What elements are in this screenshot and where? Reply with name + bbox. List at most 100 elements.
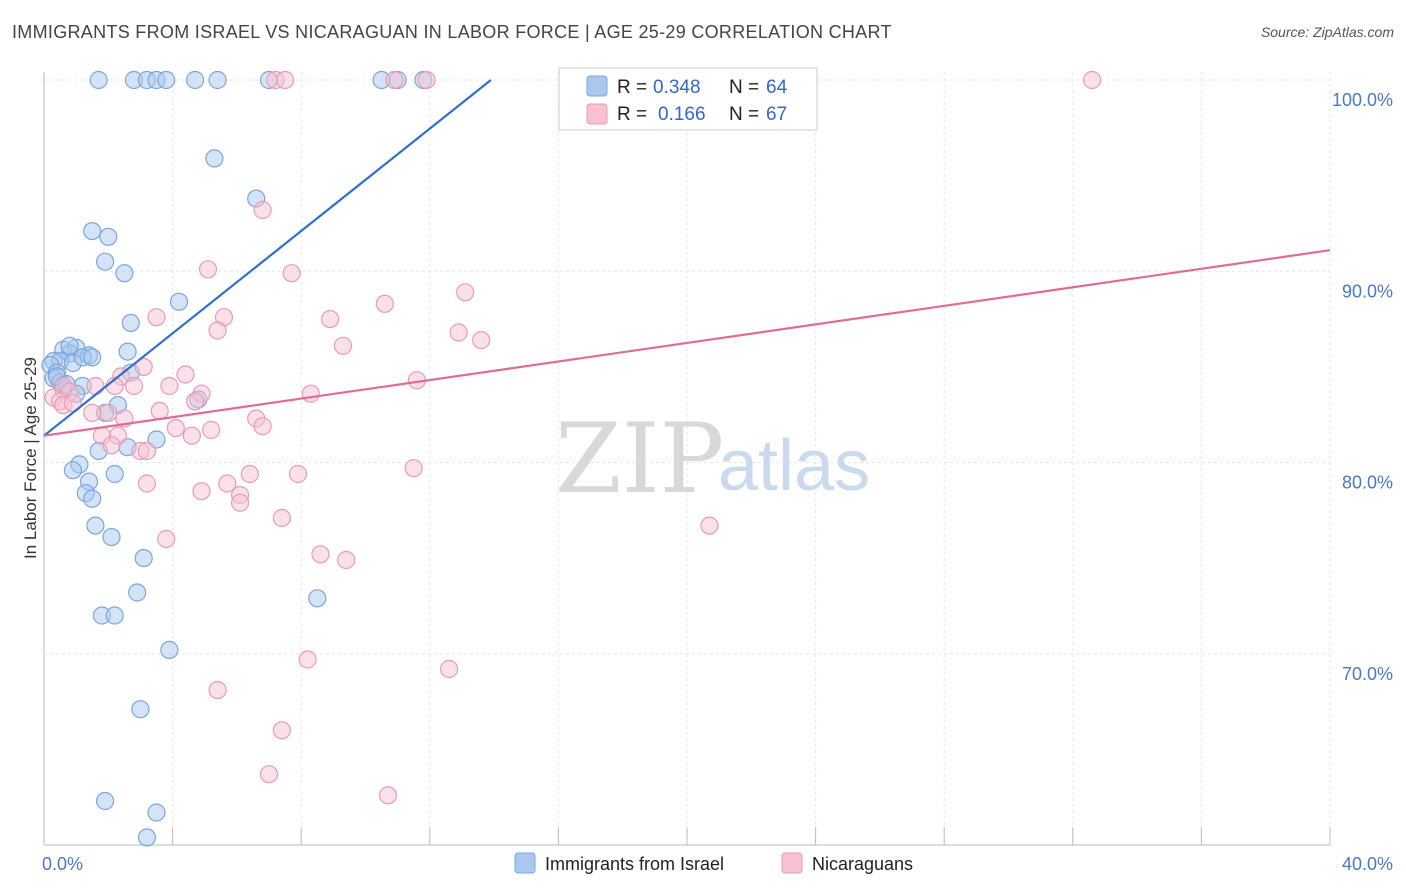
nicaraguan-point (1082, 70, 1102, 90)
y-tick-label: 90.0% (1342, 281, 1393, 301)
series-legend: Immigrants from Israel Nicaraguans (514, 852, 913, 874)
israel-point (208, 70, 227, 90)
blue-r-value: 0.348 (653, 77, 701, 98)
israel-point (83, 222, 102, 241)
israel-point (83, 348, 102, 367)
nicaraguan-point (192, 482, 211, 501)
nicaraguan-point (282, 264, 301, 283)
nicaraguan-point (202, 420, 221, 440)
nicaraguan-point (160, 376, 179, 396)
pink-legend-swatch (586, 103, 608, 125)
israel-point (205, 149, 224, 168)
israel-point (105, 606, 124, 625)
israel-point (134, 548, 153, 568)
israel-point (95, 791, 115, 811)
israel-point (169, 292, 189, 311)
blue-n-label: N = (729, 77, 759, 98)
israel-point (86, 516, 105, 535)
israel-point (63, 461, 83, 480)
legend-nicaraguans-label: Nicaraguans (812, 854, 913, 874)
nicaraguan-point (253, 200, 272, 220)
nicaraguan-point (321, 310, 340, 329)
nicaraguan-point (83, 403, 102, 422)
israel-point (157, 70, 176, 90)
israel-point (83, 489, 102, 508)
nicaraguan-point (456, 283, 475, 302)
nicaraguan-trend-line (43, 249, 1331, 437)
nicaraguan-point (417, 70, 436, 90)
nicaraguan-point (182, 426, 201, 445)
nicaraguan-point (333, 336, 353, 355)
nicaraguan-point (231, 493, 250, 512)
nicaraguan-point (166, 419, 185, 438)
pink-r-label: R = (617, 104, 647, 125)
israel-point (60, 336, 79, 355)
y-tick-label: 100.0% (1332, 90, 1393, 110)
y-tick-label: 80.0% (1342, 473, 1393, 493)
nicaraguan-point (99, 403, 118, 422)
israel-point (102, 527, 121, 547)
israel-point (95, 252, 115, 271)
nicaraguan-point (404, 459, 423, 478)
nicaraguan-point (375, 294, 394, 313)
nicaraguan-point (276, 70, 295, 90)
nicaraguan-point (385, 70, 404, 90)
nicaraguan-point (218, 474, 237, 493)
israel-point (160, 640, 179, 660)
nicaraguan-point (86, 376, 105, 396)
israel-point (147, 803, 166, 822)
israel-point (128, 583, 147, 602)
israel-point (99, 227, 118, 246)
y-axis-label: In Labor Force | Age 25-29 (21, 357, 40, 559)
nicaraguan-point (102, 436, 121, 455)
x-tick-label: 0.0% (42, 854, 83, 874)
points-layer (41, 70, 1102, 847)
legend-israel-label: Immigrants from Israel (545, 854, 724, 874)
nicaraguan-point (124, 376, 144, 396)
x-tick-label: 40.0% (1342, 854, 1393, 874)
nicaraguan-point (208, 321, 227, 340)
legend-israel-swatch (514, 852, 536, 874)
nicaraguan-point (157, 529, 176, 549)
nicaraguan-point (208, 680, 227, 700)
nicaraguan-point (288, 464, 308, 484)
nicaraguan-point (298, 650, 317, 669)
nicaraguan-point (301, 384, 320, 403)
trend-layer (43, 79, 1331, 437)
blue-n-value: 64 (766, 77, 788, 98)
israel-point (121, 313, 140, 332)
chart-title: IMMIGRANTS FROM ISRAEL VS NICARAGUAN IN … (12, 22, 892, 42)
israel-point (89, 70, 108, 90)
nicaraguan-point (700, 516, 719, 535)
nicaraguan-point (134, 357, 153, 376)
nicaraguan-point (253, 417, 272, 436)
israel-point (115, 264, 134, 283)
tick-label-layer: 70.0% 80.0% 90.0% 100.0% 0.0% 40.0% (42, 90, 1393, 874)
watermark-zip: ZIP (555, 403, 724, 515)
nicaraguan-point (337, 550, 356, 570)
nicaraguan-point (378, 786, 398, 805)
chart-source: Source: ZipAtlas.com (1260, 24, 1394, 40)
blue-r-label: R = (617, 77, 647, 98)
israel-point (137, 828, 156, 847)
nicaraguan-point (311, 545, 330, 564)
axis-layer (43, 72, 1331, 846)
israel-point (131, 700, 150, 719)
israel-point (186, 70, 205, 90)
nicaraguan-point (137, 441, 156, 461)
watermark-atlas: atlas (718, 426, 870, 506)
nicaraguan-point (150, 401, 169, 420)
nicaraguan-point (186, 392, 205, 411)
nicaraguan-point (272, 721, 291, 740)
israel-trend-line (43, 79, 492, 437)
y-tick-label: 70.0% (1342, 664, 1393, 684)
pink-r-value: 0.166 (658, 104, 706, 125)
pink-n-value: 67 (766, 104, 787, 125)
nicaraguan-point (198, 260, 218, 279)
israel-point (105, 464, 124, 484)
nicaraguan-point (240, 464, 259, 484)
nicaraguan-point (272, 508, 291, 528)
israel-point (118, 342, 137, 361)
